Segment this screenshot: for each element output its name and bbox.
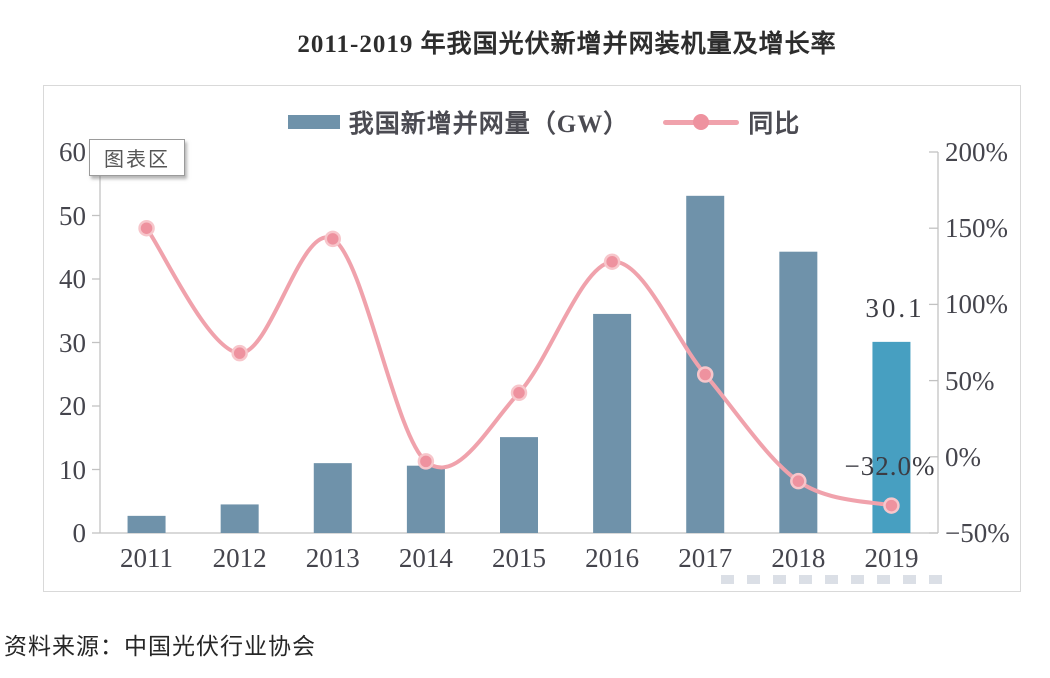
line-marker-dot — [693, 114, 710, 130]
bar-2017 — [686, 195, 725, 533]
legend-bars-label: 我国新增并网量（GW） — [348, 111, 630, 138]
data-label-2019-bar: 30.1 — [865, 293, 925, 323]
page-title: 2011-2019 年我国光伏新增并网装机量及增长率 — [297, 31, 837, 58]
y-axis-left-tick-label: 60 — [59, 137, 86, 167]
bar-2014 — [406, 465, 445, 533]
y-axis-left-tick-label: 30 — [59, 327, 86, 358]
legend-line-label: 同比 — [748, 111, 801, 138]
growth-point-2016 — [603, 253, 621, 270]
y-axis-right-tick-label: 200% — [945, 137, 1008, 167]
x-axis-label-2016: 2016 — [585, 543, 640, 573]
watermark-fragment — [721, 575, 953, 584]
growth-point-2015 — [510, 384, 528, 402]
growth-point-2014 — [417, 453, 435, 470]
growth-point-2017 — [696, 366, 714, 383]
x-axis-label-2013: 2013 — [305, 543, 360, 573]
bar-series-swatch-icon — [287, 115, 340, 129]
x-axis-label-2014: 2014 — [398, 543, 453, 573]
growth-point-2019 — [883, 497, 900, 514]
y-axis-right-tick-label: 100% — [945, 289, 1008, 320]
x-axis-label-2019: 2019 — [864, 543, 919, 573]
y-axis-left-tick-label: 40 — [59, 264, 86, 294]
y-axis-right-tick-label: 50% — [945, 365, 995, 396]
bar-2013 — [313, 463, 352, 533]
legend: 我国新增并网量（GW） 同比 — [56, 104, 1032, 140]
chart-panel: 我国新增并网量（GW） 同比 图表区 30.1 −32.0% 0 10 20 30 40… — [43, 85, 1021, 592]
y-axis-left-tick-label: 50 — [59, 200, 86, 231]
x-axis-label-2012: 2012 — [212, 543, 267, 573]
plot-area — [92, 151, 939, 534]
y-axis-right-tick-label: 0% — [945, 441, 981, 472]
y-axis-left-tick-label: 10 — [59, 454, 86, 485]
y-axis-left-tick-label: 20 — [59, 391, 86, 421]
y-axis-right-tick-label: −50% — [945, 518, 1010, 548]
growth-point-2013 — [324, 230, 342, 248]
y-axis-left-tick-label: 0 — [72, 518, 87, 548]
x-axis-label-2017: 2017 — [678, 543, 733, 573]
bar-2011 — [127, 515, 166, 533]
growth-point-2018 — [790, 472, 807, 490]
x-axis-label-2015: 2015 — [492, 543, 546, 573]
bar-2012 — [220, 504, 259, 533]
growth-line — [144, 226, 894, 508]
source-caption: 资料来源：中国光伏行业协会 — [4, 633, 316, 659]
growth-point-2011 — [138, 219, 155, 237]
bar-2015 — [500, 437, 538, 533]
data-label-2019-growth: −32.0% — [844, 451, 936, 481]
x-axis-label-2018: 2018 — [771, 543, 826, 573]
growth-point-2012 — [231, 344, 248, 362]
bar-2016 — [593, 313, 632, 533]
line-series-marker-icon — [663, 113, 740, 131]
x-axis-label-2011: 2011 — [120, 543, 174, 573]
y-axis-right-tick-label: 150% — [945, 213, 1008, 244]
chart-area-tooltip: 图表区 — [89, 139, 185, 176]
